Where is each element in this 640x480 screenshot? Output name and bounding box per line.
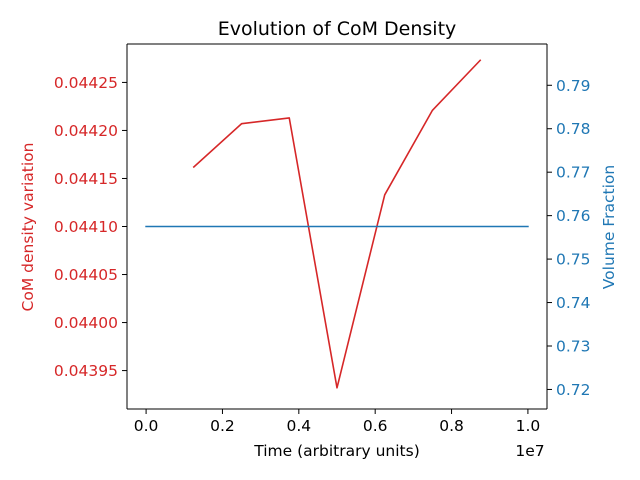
x-axis-multiplier: 1e7: [515, 442, 544, 460]
x-tick-label: 0.0: [134, 417, 159, 435]
right-y-tick-label: 0.75: [556, 251, 591, 269]
left-y-tick-label: 0.04425: [54, 74, 118, 92]
com-density-series-line: [192, 59, 482, 389]
left-y-tick-label: 0.04400: [54, 314, 118, 332]
x-tick-label: 0.6: [363, 417, 388, 435]
right-y-tick-label: 0.77: [556, 164, 591, 182]
right-y-tick-label: 0.78: [556, 120, 591, 138]
right-y-tick-label: 0.79: [556, 77, 591, 95]
left-y-tick-label: 0.04410: [54, 218, 118, 236]
left-y-tick-label: 0.04420: [54, 122, 118, 140]
x-tick-label: 1.0: [516, 417, 541, 435]
right-y-tick-label: 0.73: [556, 337, 591, 355]
plot-area: [145, 59, 529, 389]
right-y-tick-label: 0.72: [556, 381, 591, 399]
x-axis-label: Time (arbitrary units): [253, 442, 420, 460]
left-y-axis-label: CoM density variation: [19, 143, 37, 312]
left-y-tick-label: 0.04415: [54, 170, 118, 188]
x-tick-label: 0.8: [439, 417, 464, 435]
left-y-tick-label: 0.04395: [54, 362, 118, 380]
right-y-tick-label: 0.76: [556, 207, 591, 225]
right-y-axis-label: Volume Fraction: [600, 165, 618, 289]
x-tick-label: 0.2: [210, 417, 235, 435]
chart-title: Evolution of CoM Density: [218, 18, 457, 40]
right-y-tick-label: 0.74: [556, 294, 591, 312]
axes: 0.0 0.2 0.4 0.6 0.8 1.0 0.04395 0.04400 0.04405 0…: [54, 43, 591, 435]
left-y-tick-label: 0.04405: [54, 266, 118, 284]
x-tick-label: 0.4: [286, 417, 311, 435]
